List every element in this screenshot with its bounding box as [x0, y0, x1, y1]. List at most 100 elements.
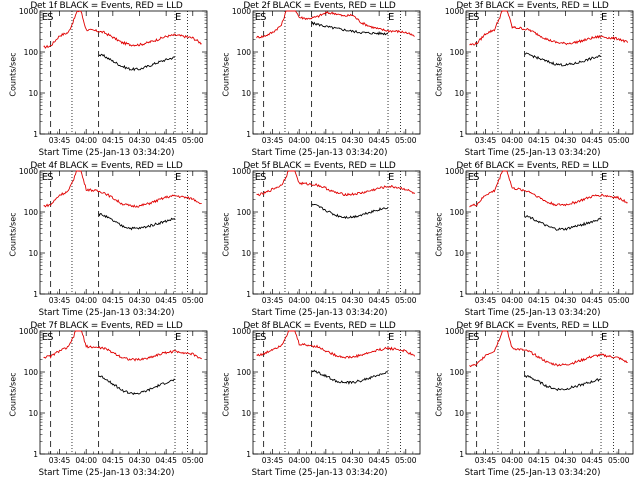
interval-marker-label: E	[468, 332, 474, 343]
x-tick-label: 05:00	[608, 136, 630, 145]
chart-plot: 1 10 100 1000 03:45 04:00 04:15 04:30 04:45 05:00…	[19, 167, 208, 305]
events-series-line	[311, 21, 389, 36]
detector-panel: 1 10 100 1000 03:45 04:00 04:15 04:30 04:45 05:00…	[426, 0, 639, 160]
x-axis-label: Start Time (25-Jan-13 03:34:20)	[38, 148, 175, 158]
events-series-line	[311, 203, 389, 220]
x-tick-label: 03:45	[262, 136, 284, 145]
x-tick-label: 03:45	[475, 296, 497, 305]
y-tick-label: 100	[237, 368, 252, 377]
y-tick-label: 10	[28, 249, 38, 258]
interval-marker-label: S	[47, 332, 53, 343]
x-tick-label: 04:30	[129, 136, 151, 145]
y-axis-label: Counts/sec	[221, 372, 231, 417]
x-tick-label: 05:00	[182, 296, 204, 305]
x-axis-label: Start Time (25-Jan-13 03:34:20)	[38, 468, 175, 478]
chart-title: Det 7f BLACK = Events, RED = LLD	[30, 321, 183, 331]
chart-title: Det 5f BLACK = Events, RED = LLD	[243, 161, 396, 171]
y-axis-label: Counts/sec	[221, 52, 231, 97]
x-tick-label: 03:45	[475, 456, 497, 465]
x-tick-label: 05:00	[395, 456, 417, 465]
y-tick-label: 1000	[19, 167, 38, 176]
y-tick-label: 10	[28, 89, 38, 98]
x-tick-label: 04:45	[368, 136, 390, 145]
x-tick-label: 04:15	[528, 136, 550, 145]
y-axis-label: Counts/sec	[434, 372, 444, 417]
x-tick-label: 04:45	[581, 136, 603, 145]
x-tick-label: 04:00	[501, 456, 523, 465]
detector-panel: 1 10 100 1000 03:45 04:00 04:15 04:30 04:45 05:00…	[213, 0, 426, 160]
x-tick-label: 04:00	[501, 296, 523, 305]
chart-plot: 1 10 100 1000 03:45 04:00 04:15 04:30 04:45 05:00…	[232, 7, 421, 145]
y-tick-label: 1000	[445, 7, 464, 16]
chart-plot: 1 10 100 1000 03:45 04:00 04:15 04:30 04:45 05:00…	[19, 327, 208, 465]
lld-series-line	[469, 330, 628, 368]
interval-marker-label: S	[260, 12, 266, 23]
plot-frame	[252, 170, 421, 295]
x-tick-label: 05:00	[395, 296, 417, 305]
chart-title: Det 6f BLACK = Events, RED = LLD	[456, 161, 609, 171]
events-series-line	[524, 52, 602, 67]
interval-marker-label: E	[255, 332, 261, 343]
x-tick-label: 04:15	[528, 456, 550, 465]
y-tick-label: 100	[237, 208, 252, 217]
plot-frame	[465, 170, 634, 295]
y-tick-label: 10	[241, 409, 251, 418]
plot-frame	[39, 10, 208, 135]
y-axis-label: Counts/sec	[8, 212, 18, 257]
x-tick-label: 04:45	[581, 296, 603, 305]
y-tick-label: 1	[246, 450, 251, 459]
x-tick-label: 04:45	[368, 456, 390, 465]
y-axis-label: Counts/sec	[221, 212, 231, 257]
y-tick-label: 1000	[445, 167, 464, 176]
plot-frame	[252, 10, 421, 135]
chart-title: Det 4f BLACK = Events, RED = LLD	[30, 161, 183, 171]
detector-panel: 1 10 100 1000 03:45 04:00 04:15 04:30 04:45 05:00…	[0, 0, 213, 160]
interval-marker-label: E	[42, 12, 48, 23]
interval-marker-label: S	[47, 12, 53, 23]
x-tick-label: 04:45	[368, 296, 390, 305]
lld-series-line	[469, 170, 628, 208]
lld-series-line	[43, 330, 202, 362]
y-tick-label: 1	[246, 290, 251, 299]
interval-marker-label: S	[260, 172, 266, 183]
x-tick-label: 04:30	[342, 456, 364, 465]
x-tick-label: 04:00	[75, 456, 97, 465]
y-tick-label: 100	[237, 48, 252, 57]
lld-series-line	[43, 10, 202, 49]
events-series-line	[98, 213, 176, 231]
x-tick-label: 04:00	[288, 136, 310, 145]
chart-title: Det 8f BLACK = Events, RED = LLD	[243, 321, 396, 331]
x-axis-label: Start Time (25-Jan-13 03:34:20)	[38, 308, 175, 318]
x-tick-label: 03:45	[49, 456, 71, 465]
y-tick-label: 1000	[232, 167, 251, 176]
interval-marker-label: E	[255, 172, 261, 183]
interval-marker-label: E	[468, 12, 474, 23]
y-tick-label: 10	[241, 249, 251, 258]
y-tick-label: 1000	[19, 7, 38, 16]
x-tick-label: 04:30	[129, 456, 151, 465]
x-tick-label: 04:45	[581, 456, 603, 465]
interval-marker-label: E	[42, 172, 48, 183]
interval-marker-label: E	[601, 172, 607, 183]
interval-marker-label: E	[175, 172, 181, 183]
y-tick-label: 1000	[445, 327, 464, 336]
plot-frame	[252, 330, 421, 455]
x-tick-label: 03:45	[262, 456, 284, 465]
plot-frame	[39, 170, 208, 295]
chart-title: Det 2f BLACK = Events, RED = LLD	[243, 1, 396, 11]
interval-marker-label: S	[260, 332, 266, 343]
x-tick-label: 04:45	[155, 136, 177, 145]
y-tick-label: 10	[454, 409, 464, 418]
y-axis-label: Counts/sec	[434, 212, 444, 257]
y-tick-label: 1	[33, 290, 38, 299]
interval-marker-label: S	[47, 172, 53, 183]
y-tick-label: 1	[459, 130, 464, 139]
events-series-line	[524, 215, 602, 231]
chart-plot: 1 10 100 1000 03:45 04:00 04:15 04:30 04:45 05:00…	[232, 167, 421, 305]
plot-frame	[465, 10, 634, 135]
y-tick-label: 1	[459, 450, 464, 459]
y-tick-label: 10	[454, 89, 464, 98]
x-axis-label: Start Time (25-Jan-13 03:34:20)	[464, 308, 601, 318]
x-tick-label: 03:45	[475, 136, 497, 145]
